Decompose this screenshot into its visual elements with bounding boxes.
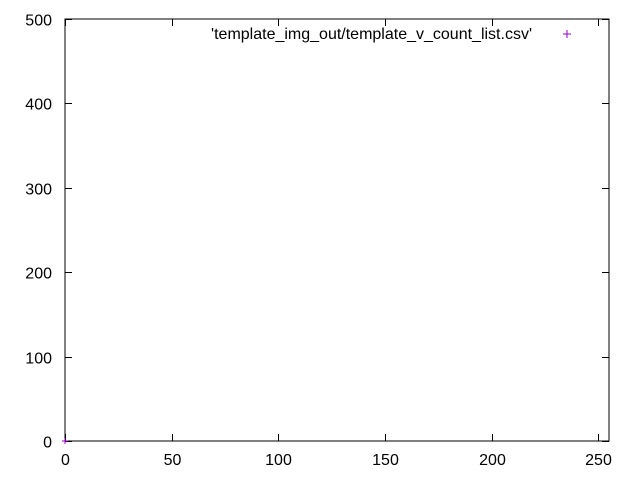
- legend: 'template_img_out/template_v_count_list.…: [211, 26, 571, 43]
- y-tick-label: 300: [25, 182, 52, 199]
- y-tick-label: 0: [43, 435, 52, 452]
- series-points: [62, 438, 68, 444]
- x-tick-label: 100: [265, 452, 292, 469]
- data-point: [62, 438, 68, 444]
- x-axis: 0 50 100 150 200 250: [61, 19, 612, 469]
- x-tick-label: 200: [479, 452, 506, 469]
- y-tick-label: 500: [25, 13, 52, 30]
- x-tick-label: 50: [164, 452, 182, 469]
- y-tick-label: 200: [25, 266, 52, 283]
- legend-marker: [563, 30, 571, 38]
- y-tick-label: 400: [25, 97, 52, 114]
- x-tick-label: 250: [585, 452, 612, 469]
- y-tick-label: 100: [25, 351, 52, 368]
- plot-border: [64, 18, 610, 442]
- x-tick-label: 150: [372, 452, 399, 469]
- y-axis: 0 100 200 300 400 500: [25, 13, 609, 452]
- x-tick-label: 0: [61, 452, 70, 469]
- plot-frame: [64, 18, 610, 442]
- legend-label: 'template_img_out/template_v_count_list.…: [211, 26, 532, 43]
